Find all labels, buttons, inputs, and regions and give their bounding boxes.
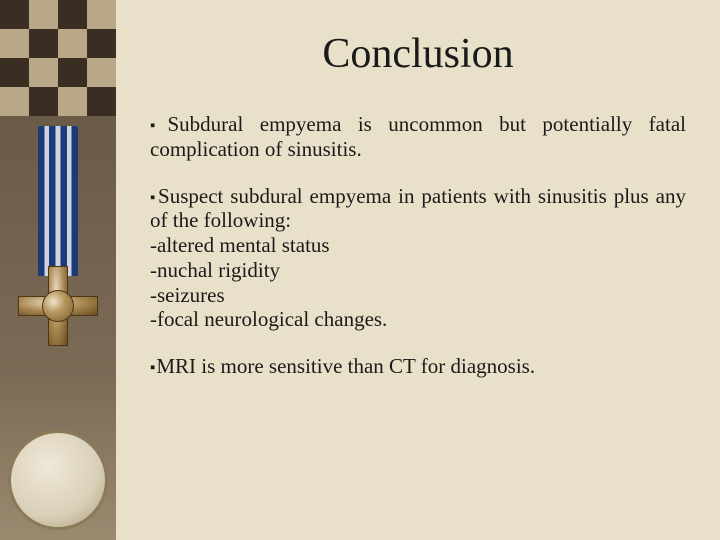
bullet-item: ▪Subdural empyema is uncommon but potent… xyxy=(150,112,686,162)
compass-image xyxy=(8,430,108,530)
bullet-text: MRI is more sensitive than CT for diagno… xyxy=(156,354,535,378)
bullet-item: ▪Suspect subdural empyema in patients wi… xyxy=(150,184,686,333)
bullet-text: Suspect subdural empyema in patients wit… xyxy=(150,184,686,233)
bullet-subitem: -altered mental status xyxy=(150,233,686,258)
slide-title: Conclusion xyxy=(150,30,686,78)
bullet-text: Subdural empyema is uncommon but potenti… xyxy=(150,112,686,161)
bullet-marker-icon: ▪ xyxy=(150,117,167,134)
bullet-marker-icon: ▪ xyxy=(150,189,157,206)
slide-content: Conclusion ▪Subdural empyema is uncommon… xyxy=(116,0,720,540)
medal-image xyxy=(0,116,116,540)
checkerboard-pattern xyxy=(0,0,116,116)
bullet-subitem: -focal neurological changes. xyxy=(150,307,686,332)
decorative-sidebar xyxy=(0,0,116,540)
bullet-item: ▪MRI is more sensitive than CT for diagn… xyxy=(150,354,686,379)
bullet-subitem: -seizures xyxy=(150,283,686,308)
medal-cross xyxy=(18,266,98,346)
bullet-marker-icon: ▪ xyxy=(150,359,155,376)
bullet-subitem: -nuchal rigidity xyxy=(150,258,686,283)
medal-ribbon xyxy=(38,126,78,276)
bullet-list: ▪Subdural empyema is uncommon but potent… xyxy=(150,112,686,379)
